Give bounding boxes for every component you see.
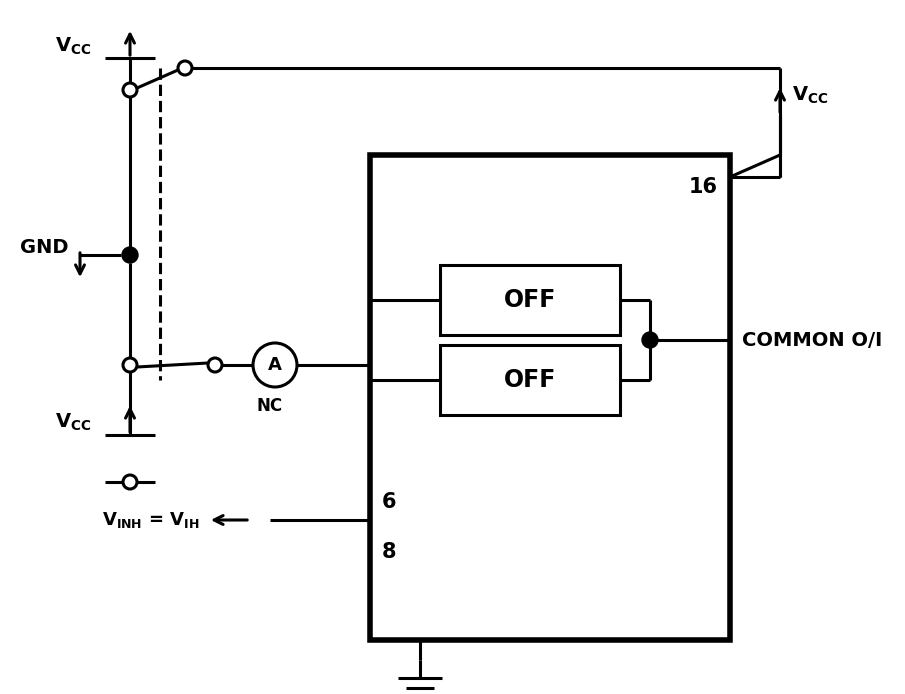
Circle shape xyxy=(642,332,658,348)
Text: V$_{\mathregular{INH}}$ = V$_{\mathregular{IH}}$: V$_{\mathregular{INH}}$ = V$_{\mathregul… xyxy=(102,510,200,530)
Circle shape xyxy=(208,358,222,372)
Text: 8: 8 xyxy=(382,542,396,562)
Circle shape xyxy=(123,475,137,489)
Bar xyxy=(440,265,620,335)
Text: NC: NC xyxy=(257,397,283,415)
Bar xyxy=(440,345,620,415)
Text: COMMON O/I: COMMON O/I xyxy=(742,330,882,350)
Text: OFF: OFF xyxy=(504,368,557,392)
Text: A: A xyxy=(268,356,282,374)
Circle shape xyxy=(123,358,137,372)
Circle shape xyxy=(122,247,138,263)
Text: 6: 6 xyxy=(382,492,396,512)
Text: V$_{\mathregular{CC}}$: V$_{\mathregular{CC}}$ xyxy=(55,412,91,432)
Circle shape xyxy=(253,343,297,387)
Text: V$_{\mathregular{CC}}$: V$_{\mathregular{CC}}$ xyxy=(792,85,828,105)
Text: GND: GND xyxy=(20,237,69,257)
Bar xyxy=(370,155,730,640)
Text: 16: 16 xyxy=(689,177,718,197)
Circle shape xyxy=(123,83,137,97)
Text: OFF: OFF xyxy=(504,288,557,312)
Circle shape xyxy=(178,61,192,75)
Text: V$_{\mathregular{CC}}$: V$_{\mathregular{CC}}$ xyxy=(55,35,91,57)
